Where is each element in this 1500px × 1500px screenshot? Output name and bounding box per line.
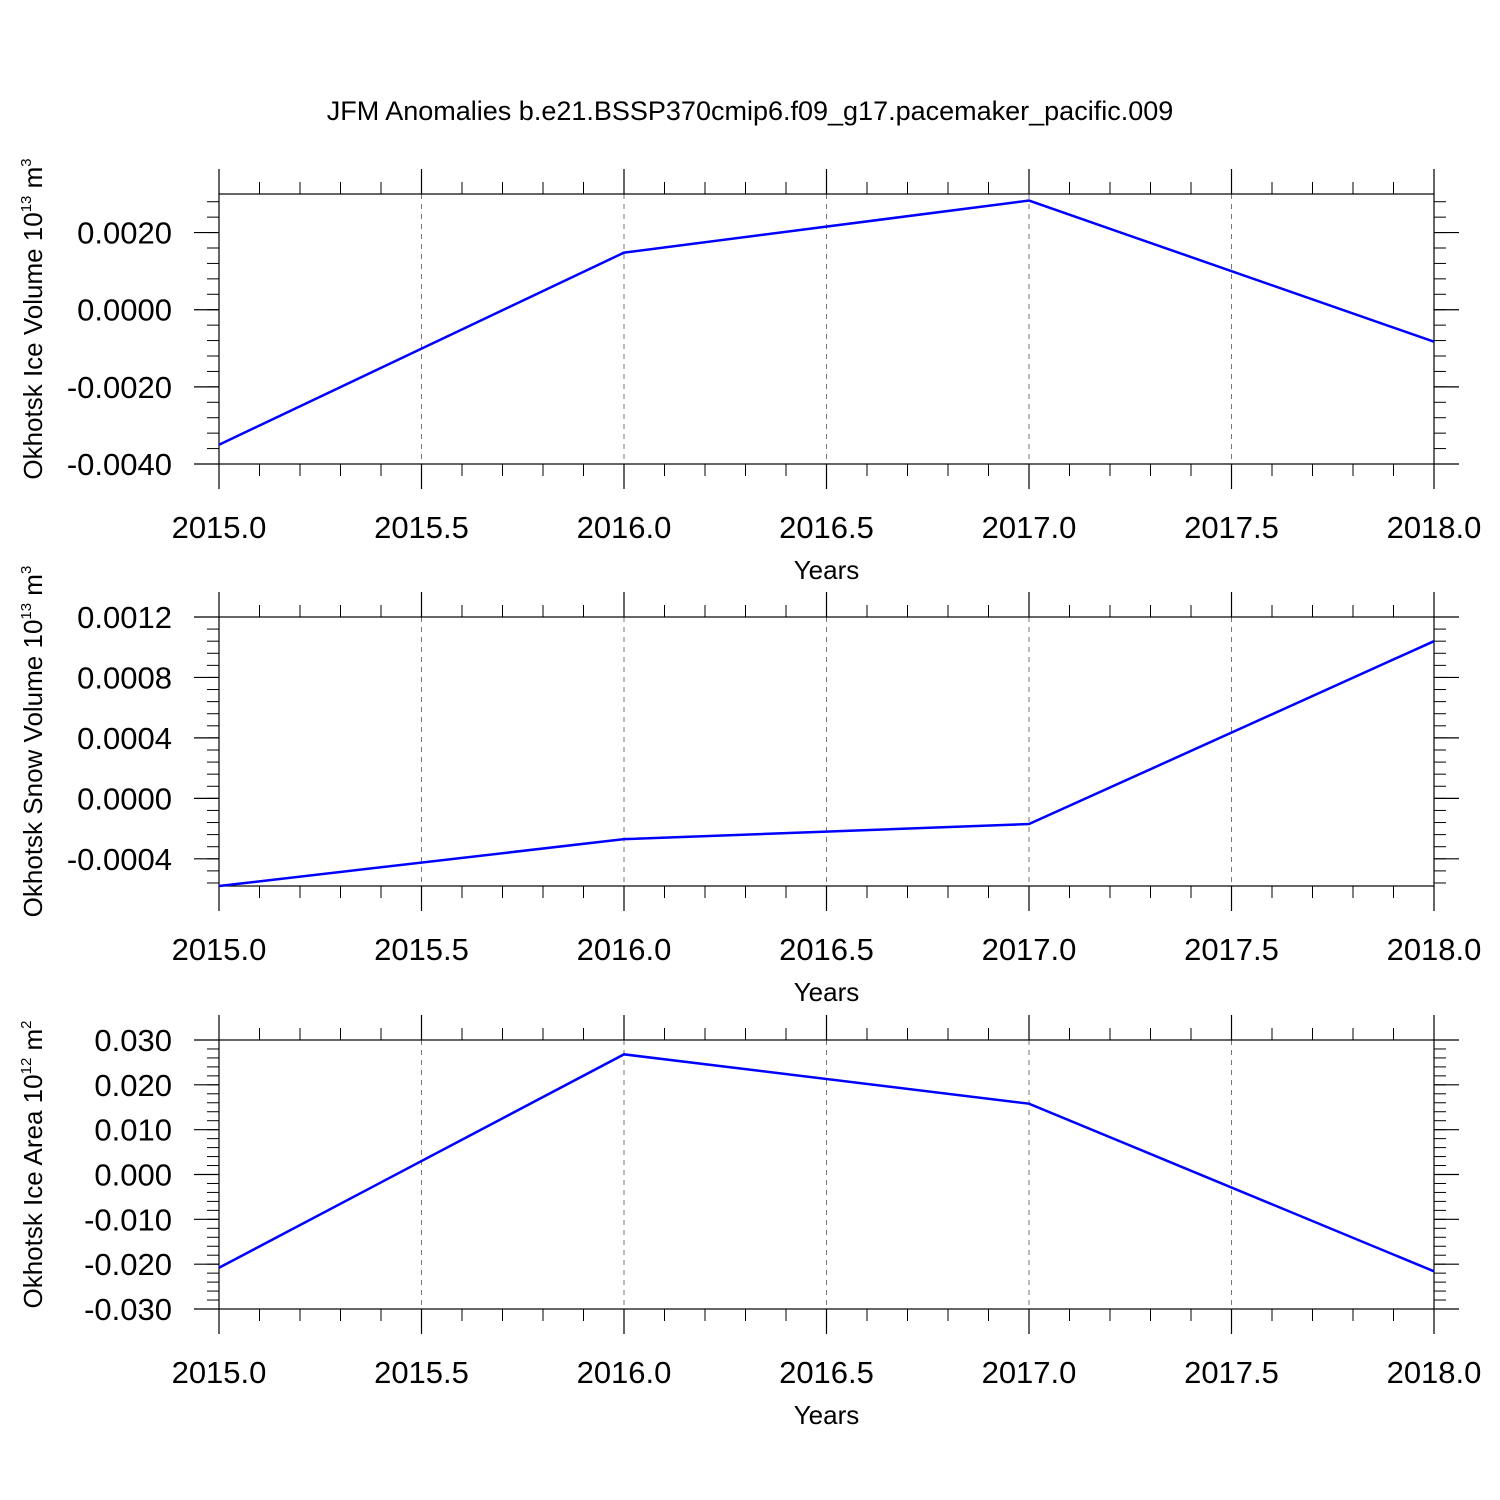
x-axis-title: Years: [794, 977, 860, 1007]
series-line: [218, 1053, 1435, 1273]
y-tick-label: 0.0012: [77, 600, 172, 635]
y-axis-title-unit: m: [18, 1029, 48, 1058]
x-tick-label: 2017.5: [1184, 932, 1279, 967]
y-tick-label: 0.0000: [77, 781, 172, 816]
y-axis-title-sup: 12: [18, 1058, 35, 1075]
panel-3: 2015.0 2015.5 2016.0 2016.5 2017.0 2017.5 2018…: [18, 1015, 1481, 1430]
y-tick-label: -0.0040: [67, 447, 172, 482]
x-tick-label: 2015.5: [374, 1355, 469, 1390]
x-tick-label: 2017.0: [982, 932, 1077, 967]
y-tick-label: 0.010: [94, 1113, 172, 1148]
x-tick-label: 2015.0: [172, 932, 267, 967]
x-tick-label: 2015.0: [172, 1355, 267, 1390]
series-line: [218, 199, 1435, 446]
y-axis-title-unit-sup: 3: [18, 158, 35, 166]
y-axis-title-unit-sup: 2: [18, 1020, 35, 1028]
y-tick-label: -0.0004: [67, 842, 172, 877]
y-tick-label: -0.010: [84, 1202, 172, 1237]
y-axis-title-unit: m: [18, 574, 48, 603]
x-tick-label: 2016.0: [577, 510, 672, 545]
x-tick-label: 2015.0: [172, 510, 267, 545]
y-tick-label: 0.020: [94, 1068, 172, 1103]
x-tick-label: 2016.5: [779, 1355, 874, 1390]
x-tick-label: 2017.0: [982, 1355, 1077, 1390]
x-tick-label: 2018.0: [1387, 1355, 1482, 1390]
x-tick-label: 2016.5: [779, 932, 874, 967]
y-tick-label: -0.030: [84, 1292, 172, 1327]
y-axis-title-sup: 13: [18, 196, 35, 213]
panel-1: 2015.0 2015.5 2016.0 2016.5 2017.0 2017.5 2018…: [18, 158, 1481, 585]
x-tick-label: 2017.0: [982, 510, 1077, 545]
y-tick-label: -0.020: [84, 1247, 172, 1282]
y-axis-title-text: Okhotsk Ice Area 10: [18, 1074, 48, 1308]
y-tick-label: 0.000: [94, 1158, 172, 1193]
y-axis-title: Okhotsk Snow Volume 1013 m3: [18, 566, 48, 918]
panel-2: 2015.0 2015.5 2016.0 2016.5 2017.0 2017.5 2018…: [18, 566, 1481, 1007]
x-tick-label: 2017.5: [1184, 510, 1279, 545]
chart-title: JFM Anomalies b.e21.BSSP370cmip6.f09_g17…: [327, 96, 1174, 126]
y-axis-title-sup: 13: [18, 603, 35, 620]
y-axis-title: Okhotsk Ice Volume 1013 m3: [18, 158, 48, 479]
y-tick-label: 0.0020: [77, 216, 172, 251]
y-tick-label: 0.0004: [77, 721, 172, 756]
series-line: [218, 640, 1435, 888]
x-tick-label: 2016.0: [577, 932, 672, 967]
y-tick-label: 0.0000: [77, 293, 172, 328]
y-axis-title-text: Okhotsk Snow Volume 10: [18, 620, 48, 918]
x-axis-title: Years: [794, 1400, 860, 1430]
x-tick-label: 2016.0: [577, 1355, 672, 1390]
x-axis-title: Years: [794, 555, 860, 585]
x-tick-label: 2018.0: [1387, 510, 1482, 545]
y-tick-label: -0.0020: [67, 370, 172, 405]
y-axis-title: Okhotsk Ice Area 1012 m2: [18, 1020, 48, 1308]
y-axis-title-text: Okhotsk Ice Volume 10: [18, 212, 48, 479]
x-tick-label: 2015.5: [374, 510, 469, 545]
x-tick-label: 2018.0: [1387, 932, 1482, 967]
y-axis-title-unit-sup: 3: [18, 566, 35, 574]
x-tick-label: 2016.5: [779, 510, 874, 545]
x-tick-label: 2017.5: [1184, 1355, 1279, 1390]
y-tick-label: 0.0008: [77, 660, 172, 695]
x-tick-label: 2015.5: [374, 932, 469, 967]
y-tick-label: 0.030: [94, 1023, 172, 1058]
y-axis-title-unit: m: [18, 167, 48, 196]
